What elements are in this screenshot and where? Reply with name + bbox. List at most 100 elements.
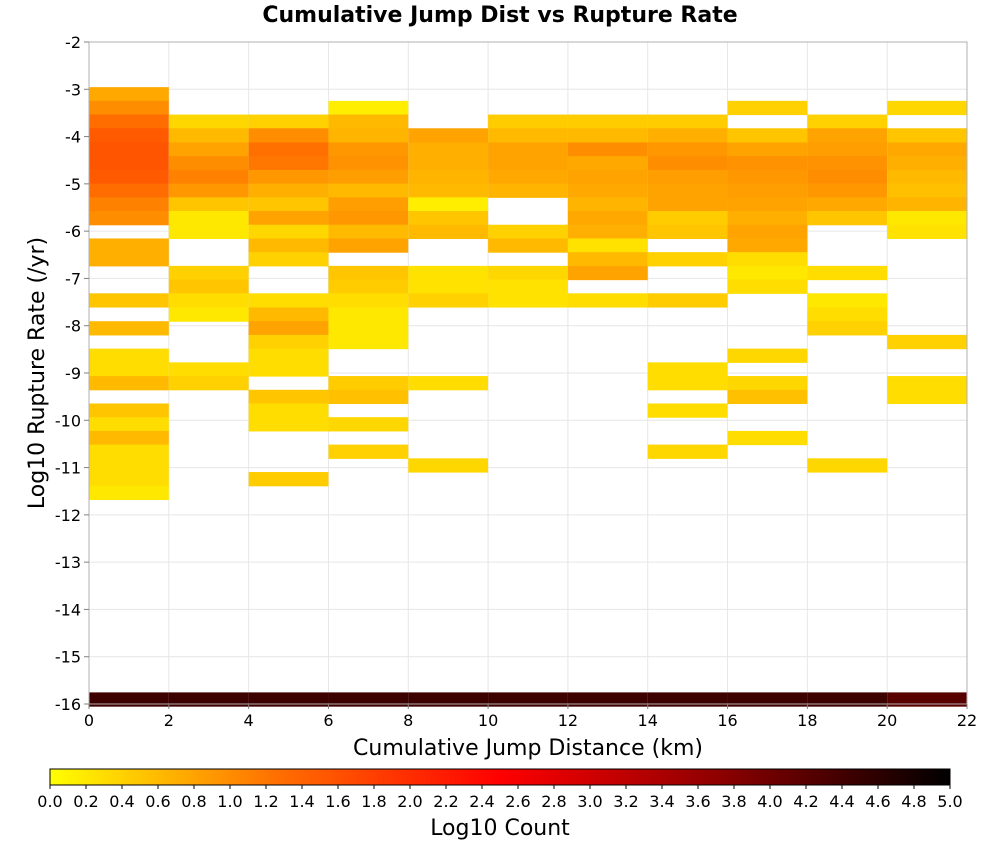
colorbar-tick-label: 0.4 <box>109 792 134 811</box>
heatmap-cell <box>887 128 967 143</box>
x-tick-label: 10 <box>478 711 498 730</box>
colorbar-tick-label: 4.8 <box>901 792 926 811</box>
heatmap-cell <box>727 183 808 198</box>
heatmap-cell <box>408 211 489 226</box>
heatmap-cell <box>647 156 728 171</box>
heatmap-cell <box>488 265 568 281</box>
colorbar-tick-label: 1.2 <box>253 792 278 811</box>
y-axis-ticks: -2 -3 -4 -5 -6 -7 -8 -9 -10 -11 -12 -13 -14 -15 -16 <box>55 33 89 714</box>
heatmap-cell <box>488 114 568 129</box>
heatmap-cell <box>328 692 409 707</box>
colorbar-tick-label: 2.4 <box>469 792 494 811</box>
heatmap-cell <box>328 211 409 226</box>
heatmap-cell <box>89 100 169 116</box>
heatmap-cell <box>887 169 967 185</box>
heatmap-cell <box>328 293 409 308</box>
heatmap-cell <box>168 128 249 143</box>
heatmap-cell <box>408 156 489 171</box>
heatmap-cell <box>248 348 329 363</box>
heatmap-cell <box>168 156 249 171</box>
y-tick-label: -13 <box>55 553 81 572</box>
heatmap-cell <box>328 389 409 405</box>
heatmap-cell <box>89 197 169 212</box>
heatmap-cell <box>168 183 249 198</box>
colorbar-tick-label: 1.0 <box>217 792 242 811</box>
heatmap-cell <box>727 142 808 157</box>
heatmap-cell <box>248 472 329 487</box>
heatmap-cell <box>248 321 329 336</box>
x-axis-ticks: 0 2 4 6 8 10 12 14 16 18 20 22 <box>84 704 977 730</box>
heatmap-cell <box>647 293 728 308</box>
colorbar-tick-label: 3.0 <box>577 792 602 811</box>
heatmap-cell <box>328 376 409 391</box>
heatmap-cell <box>727 100 808 116</box>
heatmap-cell <box>488 142 568 157</box>
colorbar-tick-label: 3.4 <box>649 792 674 811</box>
heatmap-cell <box>328 100 409 116</box>
y-tick-label: -12 <box>55 506 81 525</box>
heatmap-cell <box>488 224 568 239</box>
heatmap-cell <box>807 265 888 281</box>
heatmap-cell <box>89 156 169 171</box>
heatmap-cell <box>727 169 808 185</box>
heatmap-cell <box>328 307 409 322</box>
colorbar-tick-label: 4.0 <box>757 792 782 811</box>
heatmap-cell <box>408 128 489 143</box>
heatmap-cell <box>168 307 249 322</box>
heatmap-cell <box>887 224 967 239</box>
colorbar-tick-label: 3.8 <box>721 792 746 811</box>
heatmap-cell <box>567 183 648 198</box>
x-tick-label: 16 <box>717 711 737 730</box>
heatmap-cell <box>89 430 169 446</box>
heatmap-cell <box>567 197 648 212</box>
heatmap-cells <box>89 87 967 707</box>
heatmap-cell <box>328 334 409 350</box>
heatmap-cell <box>727 238 808 253</box>
heatmap-cell <box>89 114 169 129</box>
heatmap-cell <box>328 444 409 459</box>
y-tick-label: -4 <box>65 128 81 147</box>
heatmap-cell <box>248 156 329 171</box>
heatmap-cell <box>727 252 808 267</box>
heatmap-cell <box>807 692 888 707</box>
heatmap-cell <box>567 211 648 226</box>
heatmap-cell <box>89 128 169 143</box>
colorbar-tick-label: 2.0 <box>397 792 422 811</box>
heatmap-cell <box>408 142 489 157</box>
heatmap-cell <box>168 169 249 185</box>
heatmap-cell <box>647 197 728 212</box>
y-tick-label: -14 <box>55 600 81 619</box>
heatmap-cell <box>89 692 169 707</box>
heatmap-cell <box>727 197 808 212</box>
heatmap-cell <box>727 156 808 171</box>
y-tick-label: -3 <box>65 80 81 99</box>
heatmap-cell <box>248 114 329 129</box>
x-tick-label: 14 <box>638 711 658 730</box>
heatmap-cell <box>567 265 648 281</box>
heatmap-cell <box>89 87 169 102</box>
heatmap-cell <box>488 183 568 198</box>
heatmap-cell <box>647 142 728 157</box>
heatmap-cell <box>807 114 888 129</box>
heatmap-cell <box>408 197 489 212</box>
heatmap-cell <box>647 403 728 418</box>
heatmap-cell <box>727 224 808 239</box>
heatmap-cell <box>168 114 249 129</box>
heatmap-cell <box>89 293 169 308</box>
x-tick-label: 22 <box>957 711 977 730</box>
heatmap-cell <box>408 376 489 391</box>
heatmap-cell <box>248 692 329 707</box>
heatmap-cell <box>647 692 728 707</box>
heatmap-cell <box>647 362 728 377</box>
colorbar-tick-label: 0.2 <box>73 792 98 811</box>
x-tick-label: 2 <box>164 711 174 730</box>
colorbar-tick-label: 4.6 <box>865 792 890 811</box>
y-tick-label: -9 <box>65 364 81 383</box>
x-tick-label: 8 <box>403 711 413 730</box>
heatmap-cell <box>328 417 409 432</box>
heatmap-cell <box>89 142 169 157</box>
heatmap-cell <box>647 114 728 129</box>
heatmap-cell <box>488 128 568 143</box>
